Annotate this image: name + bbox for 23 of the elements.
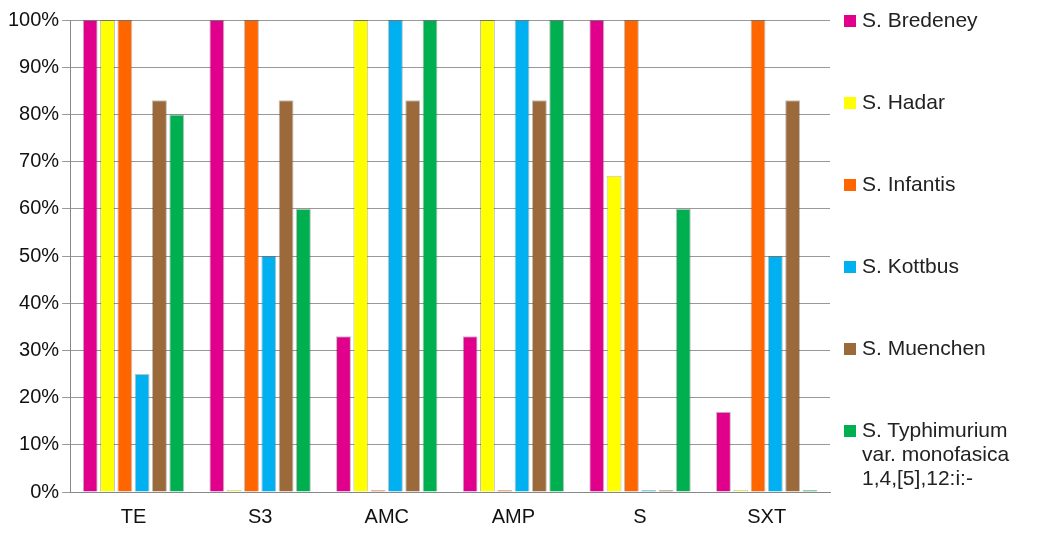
legend-label: S. Hadar bbox=[862, 90, 945, 114]
y-tick-label: 80% bbox=[19, 101, 60, 124]
x-tick-label: SXT bbox=[747, 504, 787, 527]
y-tick-label: 60% bbox=[19, 196, 60, 219]
legend-label: S. Typhimurium var. monofasica 1,4,[5],12:i:- bbox=[862, 418, 1011, 490]
y-tick-label: 20% bbox=[19, 385, 60, 408]
x-tick-label: S3 bbox=[247, 504, 273, 527]
x-tick-label: AMP bbox=[491, 504, 536, 527]
y-tick-label: 40% bbox=[19, 290, 60, 313]
x-tick-label: TE bbox=[120, 504, 147, 527]
y-tick-label: 10% bbox=[19, 432, 60, 455]
x-tick-label: AMC bbox=[364, 504, 409, 527]
legend-label: S. Muenchen bbox=[862, 336, 986, 360]
y-tick-label: 70% bbox=[19, 149, 60, 172]
legend-label: S. Kottbus bbox=[862, 254, 959, 278]
y-tick-label: 0% bbox=[30, 479, 60, 502]
x-tick-label: S bbox=[633, 504, 647, 527]
y-tick-label: 30% bbox=[19, 337, 60, 360]
legend-label: S. Infantis bbox=[862, 172, 956, 196]
y-tick-label: 90% bbox=[19, 54, 60, 77]
legend-label: S. Bredeney bbox=[862, 8, 978, 32]
y-tick-label: 100% bbox=[8, 7, 60, 30]
y-tick-label: 50% bbox=[19, 243, 60, 266]
